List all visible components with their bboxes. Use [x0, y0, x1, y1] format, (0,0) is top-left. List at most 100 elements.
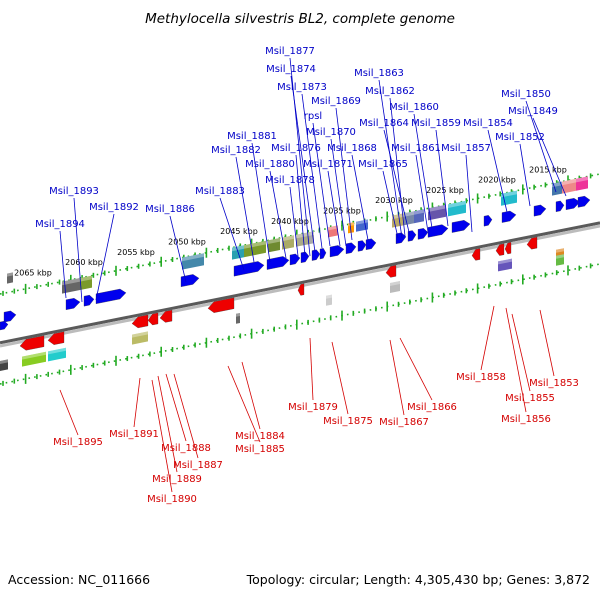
forward-leader-line: [289, 186, 299, 257]
reverse-leader-line: [227, 365, 261, 443]
forward-leader-line: [219, 197, 245, 271]
forward-gene-label: Msil_1857: [441, 143, 491, 154]
reverse-leader-line: [165, 373, 187, 442]
kbp-marker: 2065 kbp: [14, 268, 52, 277]
reverse-gene-label: Msil_1879: [288, 402, 338, 413]
reverse-leader-line: [151, 379, 173, 493]
reverse-gene-label: Msil_1867: [379, 417, 429, 428]
forward-gene-arrow: [289, 253, 301, 266]
forward-leader-line: [73, 197, 83, 303]
forward-gene-block: [244, 240, 266, 258]
forward-gene-arrow: [266, 256, 290, 270]
reverse-gene-label: Msil_1858: [456, 372, 506, 383]
forward-gene-label: Msil_1861: [391, 143, 441, 154]
forward-gene-label: Msil_1863: [354, 68, 404, 79]
forward-leader-line: [487, 129, 508, 213]
forward-gene-label: Msil_1881: [227, 131, 277, 142]
forward-gene-block: [282, 235, 294, 250]
forward-gene-arrow: [95, 288, 127, 304]
forward-gene-arrow: [365, 238, 377, 250]
forward-gene-arrow: [345, 242, 357, 254]
reverse-leader-line: [173, 373, 199, 459]
topology-text: Topology: circular; Length: 4,305,430 bp…: [246, 572, 590, 587]
reverse-leader-line: [399, 337, 433, 401]
reverse-gene-label: Msil_1875: [323, 416, 373, 427]
forward-gene-arrow: [483, 215, 493, 227]
forward-gene-label: Msil_1860: [389, 102, 439, 113]
reverse-leader-line: [480, 305, 495, 371]
forward-gene-arrow: [0, 320, 9, 331]
forward-gene-label: rpsl: [304, 111, 322, 122]
forward-gene-block: [576, 176, 588, 191]
forward-gene-arrow: [427, 224, 449, 238]
reverse-gene-label: Msil_1853: [529, 378, 579, 389]
reverse-gene-arrow: [471, 248, 481, 261]
reverse-leader-line: [505, 307, 527, 413]
reverse-gene-label: Msil_1890: [147, 494, 197, 505]
forward-gene-arrow: [311, 249, 321, 261]
forward-gene-label: Msil_1873: [277, 82, 327, 93]
forward-leader-line: [532, 117, 567, 197]
kbp-marker: 2050 kbp: [168, 238, 206, 247]
kbp-marker: 2055 kbp: [117, 248, 155, 257]
kbp-scale: 2015 kbp 2020 kbp 2025 kbp 2030 kbp 2035 kbp…: [14, 165, 567, 277]
reverse-leader-line: [389, 339, 405, 416]
reverse-gene-arrow: [297, 283, 305, 296]
kbp-marker: 2060 kbp: [65, 258, 103, 267]
forward-gene-label: Msil_1870: [306, 127, 356, 138]
forward-gene-label: Msil_1850: [501, 89, 551, 100]
reverse-gene-label: Msil_1895: [53, 437, 103, 448]
reverse-gene-arrow: [495, 243, 505, 256]
forward-gene-label: Msil_1862: [365, 86, 415, 97]
forward-gene-label: Msil_1893: [49, 186, 99, 197]
forward-leader-line: [378, 79, 403, 239]
forward-leader-line: [312, 122, 331, 247]
forward-leader-line: [169, 215, 187, 283]
reverse-gene-label: Msil_1888: [161, 443, 211, 454]
reverse-gene-block: [48, 347, 66, 362]
forward-leader-line: [327, 170, 341, 247]
reverse-gene-label: Msil_1891: [109, 429, 159, 440]
forward-gene-block: [414, 209, 424, 224]
forward-gene-arrow: [83, 294, 95, 307]
genome-title: Methylocella silvestris BL2, complete ge…: [145, 11, 455, 27]
reverse-gene-block: [390, 281, 400, 293]
forward-leader-line: [383, 129, 411, 237]
forward-gene-label: Msil_1869: [311, 96, 361, 107]
accession-text: Accession: NC_011666: [8, 572, 151, 587]
forward-gene-arrow: [395, 232, 407, 244]
reverse-gene-block: [236, 313, 240, 324]
reverse-leader-line: [511, 313, 531, 392]
forward-leader-line: [525, 100, 557, 193]
reverse-gene-block: [498, 258, 512, 272]
gene-features: [0, 176, 591, 371]
reverse-leader-line: [157, 375, 178, 473]
forward-gene-label: Msil_1880: [245, 159, 295, 170]
forward-gene-block: [268, 238, 280, 253]
reverse-gene-arrow: [207, 297, 235, 313]
forward-gene-label: Msil_1886: [145, 204, 195, 215]
reverse-gene-block: [556, 254, 564, 266]
reverse-gene-label: Msil_1885: [235, 444, 285, 455]
reverse-leader-line: [331, 341, 349, 415]
forward-gene-arrow: [555, 200, 565, 212]
reverse-leader-line: [241, 361, 261, 430]
reverse-gene-block: [132, 331, 148, 345]
forward-leader-line: [335, 107, 353, 241]
forward-gene-arrow: [407, 230, 417, 242]
forward-gene-block: [328, 225, 338, 238]
forward-leader-line: [269, 170, 287, 259]
forward-leader-line: [389, 97, 406, 237]
forward-leader-line: [519, 143, 531, 207]
reverse-gene-label: Msil_1889: [152, 474, 202, 485]
forward-gene-block: [348, 222, 354, 234]
reverse-gene-arrow: [19, 335, 45, 351]
reverse-gene-label: Msil_1855: [505, 393, 555, 404]
forward-gene-block: [552, 181, 562, 196]
forward-gene-arrow: [65, 298, 81, 310]
forward-gene-block: [7, 272, 13, 284]
forward-leader-line: [95, 213, 115, 301]
forward-gene-label: Msil_1883: [195, 186, 245, 197]
